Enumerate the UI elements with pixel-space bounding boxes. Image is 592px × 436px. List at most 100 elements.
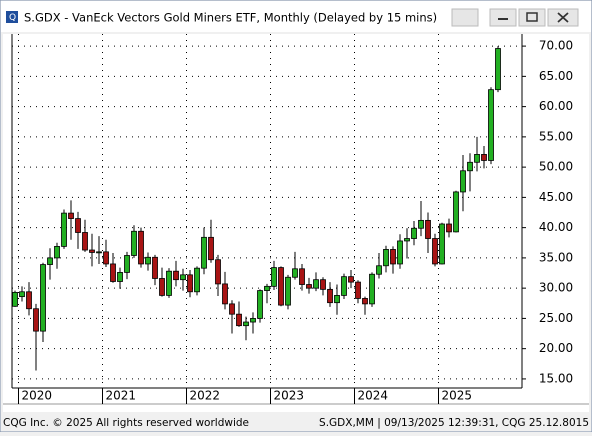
- y-tick-label: 35.00: [539, 250, 573, 264]
- candle-body: [376, 265, 382, 275]
- candle-body: [369, 273, 375, 305]
- candle-body: [481, 154, 487, 161]
- candle-body: [166, 270, 172, 296]
- y-tick-label: 55.00: [539, 129, 573, 143]
- candle-body: [313, 279, 319, 289]
- x-tick-label: 2025: [442, 389, 473, 403]
- candle-body: [362, 298, 368, 305]
- x-tick-label: 2024: [358, 389, 389, 403]
- candle-body: [320, 279, 326, 290]
- candle-body: [236, 313, 242, 327]
- y-tick-label: 15.00: [539, 371, 573, 385]
- footer-left: CQG Inc. © 2025 All rights reserved worl…: [3, 417, 249, 429]
- y-tick-label: 30.00: [539, 281, 573, 295]
- y-tick-label: 65.00: [539, 69, 573, 83]
- candle-body: [222, 283, 228, 305]
- restore-button[interactable]: [518, 8, 546, 27]
- y-tick-label: 25.00: [539, 311, 573, 325]
- candle-body: [355, 281, 361, 299]
- y-tick-label: 70.00: [539, 39, 573, 53]
- candle-body: [299, 268, 305, 285]
- candle-body: [68, 212, 74, 219]
- candle-body: [159, 278, 165, 296]
- candle-body: [243, 321, 249, 327]
- candle-body: [138, 230, 144, 265]
- candle-body: [418, 219, 424, 229]
- candle-body: [89, 249, 95, 253]
- candle-body: [19, 291, 25, 298]
- y-tick-label: 20.00: [539, 341, 573, 355]
- candle-body: [47, 257, 53, 265]
- candle-body: [341, 276, 347, 296]
- candle-body: [26, 291, 32, 310]
- candle-body: [397, 240, 403, 265]
- footer-right: S.GDX,MM | 09/13/2025 12:39:31, CQG 25.1…: [319, 417, 589, 429]
- candle-body: [334, 295, 340, 304]
- candle-body: [306, 284, 312, 289]
- candle-body: [54, 245, 60, 259]
- candle-body: [208, 236, 214, 261]
- candle-body: [404, 238, 410, 242]
- chart-area: [3, 34, 589, 412]
- app-icon: [6, 11, 18, 23]
- close-glyph: [557, 12, 569, 23]
- candle-body: [390, 249, 396, 265]
- candle-body: [488, 89, 494, 161]
- candle-body: [383, 249, 389, 267]
- candle-body: [278, 267, 284, 306]
- candle-body: [96, 251, 102, 254]
- candle-body: [495, 48, 501, 91]
- x-tick-label: 2020: [22, 389, 53, 403]
- x-tick-label: 2023: [274, 389, 305, 403]
- icon-glyph: Q: [9, 13, 16, 23]
- link-button[interactable]: [451, 8, 479, 27]
- candle-body: [173, 270, 179, 281]
- candle-body: [117, 272, 123, 282]
- restore-glyph: [526, 12, 538, 22]
- candle-body: [432, 238, 438, 265]
- candle-body: [229, 303, 235, 315]
- candle-body: [75, 218, 81, 233]
- candle-body: [12, 291, 18, 307]
- candle-body: [180, 274, 186, 281]
- candle-body: [327, 288, 333, 304]
- candle-body: [215, 259, 221, 285]
- y-tick-label: 45.00: [539, 190, 573, 204]
- candle-body: [82, 232, 88, 251]
- candle-body: [61, 212, 67, 247]
- candle-body: [33, 308, 39, 332]
- window-title: S.GDX - VanEck Vectors Gold Miners ETF, …: [24, 11, 437, 25]
- candle-body: [348, 276, 354, 283]
- candle-body: [194, 267, 200, 293]
- candle-body: [145, 256, 151, 265]
- candle-body: [110, 263, 116, 282]
- candle-body: [467, 161, 473, 172]
- x-tick-label: 2021: [106, 389, 137, 403]
- candle-body: [271, 267, 277, 287]
- candle-body: [250, 318, 256, 323]
- y-tick-label: 40.00: [539, 220, 573, 234]
- candle-body: [292, 268, 298, 278]
- y-tick-label: 60.00: [539, 99, 573, 113]
- candle-body: [152, 256, 158, 279]
- candle-body: [446, 223, 452, 233]
- candle-body: [425, 219, 431, 239]
- candle-body: [474, 154, 480, 163]
- minimize-button[interactable]: [489, 8, 517, 27]
- candle-body: [453, 191, 459, 233]
- y-tick-label: 50.00: [539, 160, 573, 174]
- x-tick-label: 2022: [190, 389, 221, 403]
- candle-body: [285, 276, 291, 306]
- candle-body: [131, 230, 137, 256]
- candle-body: [460, 170, 466, 193]
- candle-body: [187, 274, 193, 293]
- candle-body: [40, 264, 46, 332]
- candle-body: [257, 290, 263, 319]
- candle-body: [411, 227, 417, 239]
- candle-body: [124, 255, 130, 273]
- candle-body: [264, 285, 270, 291]
- candle-body: [103, 251, 109, 265]
- candle-body: [201, 236, 207, 269]
